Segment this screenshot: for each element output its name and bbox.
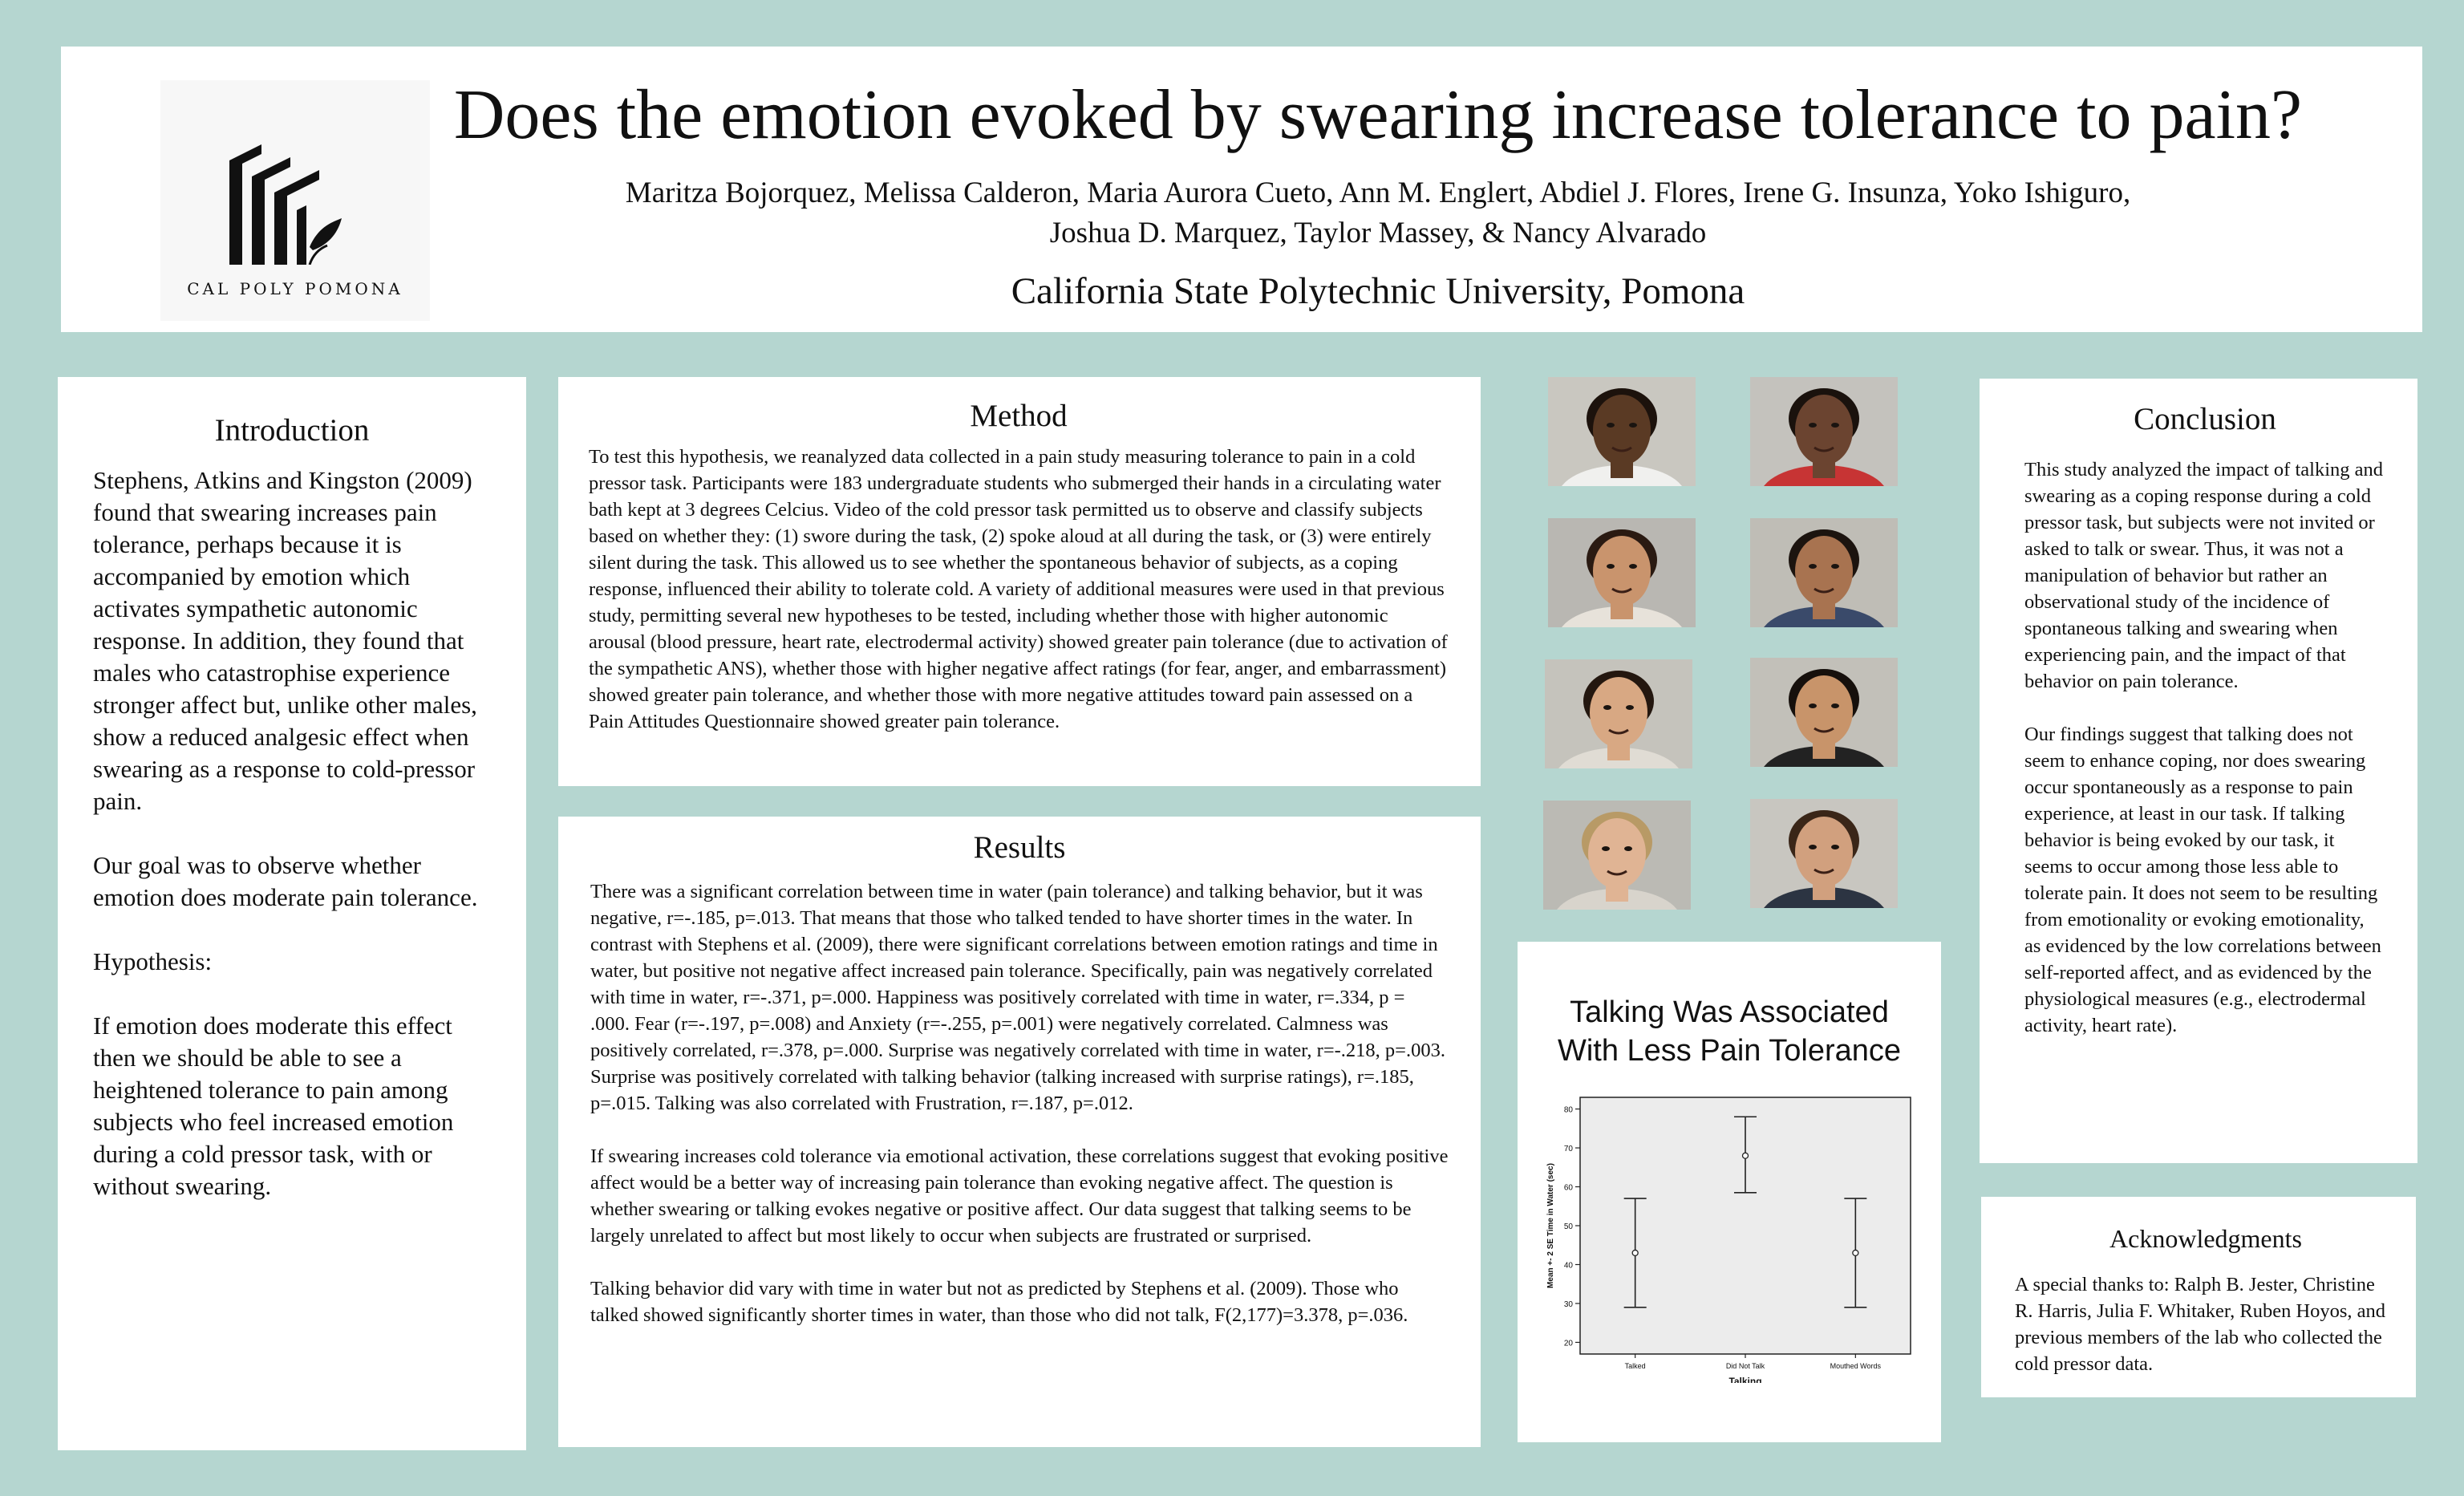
mean-point (1631, 1249, 1639, 1257)
chart-title-line-1: Talking Was Associated (1570, 995, 1889, 1029)
chart-panel: Talking Was Associated With Less Pain To… (1518, 942, 1941, 1442)
method-panel: Method To test this hypothesis, we reana… (558, 377, 1481, 786)
introduction-paragraph: Hypothesis: (93, 947, 213, 975)
conclusion-paragraph: Our findings suggest that talking does n… (2024, 724, 2381, 1036)
authors: Maritza Bojorquez, Melissa Calderon, Mar… (462, 173, 2294, 253)
conclusion-paragraph: This study analyzed the impact of talkin… (2024, 459, 2384, 692)
y-tick-label: 80 (1564, 1106, 1574, 1115)
university-logo: CAL POLY POMONA (160, 80, 430, 321)
header-panel: CAL POLY POMONA Does the emotion evoked … (61, 47, 2422, 332)
face-photo-icon (1543, 801, 1691, 910)
results-paragraph: If swearing increases cold tolerance via… (590, 1145, 1449, 1247)
results-paragraph: There was a significant correlation betw… (590, 881, 1446, 1114)
face-photo-icon (1750, 518, 1898, 627)
method-title: Method (970, 399, 1068, 433)
poster-title: Does the emotion evoked by swearing incr… (453, 76, 2303, 154)
participant-photo (1543, 801, 1691, 910)
y-tick-label: 50 (1564, 1222, 1574, 1231)
x-tick-label: Talked (1625, 1362, 1646, 1370)
face-photo-icon (1750, 658, 1898, 767)
chart-title-line-2: With Less Pain Tolerance (1557, 1034, 1902, 1068)
conclusion-title: Conclusion (2134, 402, 2276, 436)
introduction-panel: Introduction Stephens, Atkins and Kingst… (58, 377, 526, 1450)
y-tick-label: 60 (1564, 1184, 1574, 1193)
logo-icon (229, 144, 342, 265)
results-title: Results (973, 830, 1066, 865)
y-tick-label: 30 (1564, 1300, 1574, 1309)
chart-title: Talking Was Associated With Less Pain To… (1518, 993, 1941, 1070)
introduction-paragraph: If emotion does moderate this effect the… (93, 1012, 454, 1200)
x-tick-label: Mouthed Words (1830, 1362, 1882, 1370)
conclusion-body: This study analyzed the impact of talkin… (2024, 456, 2385, 1039)
mean-point (1741, 1152, 1749, 1159)
introduction-title: Introduction (214, 413, 370, 448)
y-tick-label: 40 (1564, 1261, 1574, 1270)
acknowledgments-body: A special thanks to: Ralph B. Jester, Ch… (2015, 1271, 2397, 1377)
y-tick-label: 70 (1564, 1145, 1574, 1153)
face-photo-icon (1750, 377, 1898, 486)
acknowledgments-title: Acknowledgments (2109, 1224, 2302, 1253)
results-paragraph: Talking behavior did vary with time in w… (590, 1278, 1408, 1326)
results-panel: Results There was a significant correlat… (558, 817, 1481, 1447)
error-bar-chart: 20 30 40 50 60 70 80 Talked Did Not Talk Mouthed … (1546, 1097, 1911, 1383)
mean-point (1852, 1249, 1859, 1257)
participant-photo (1750, 518, 1898, 627)
authors-line-1: Maritza Bojorquez, Melissa Calderon, Mar… (625, 176, 2131, 209)
participant-photo (1750, 377, 1898, 486)
face-photo-icon (1548, 377, 1696, 486)
acknowledgments-paragraph: A special thanks to: Ralph B. Jester, Ch… (2015, 1274, 2386, 1375)
face-photo-icon (1750, 799, 1898, 908)
y-tick-label: 20 (1564, 1339, 1574, 1348)
participant-photo (1750, 658, 1898, 767)
results-body: There was a significant correlation betw… (590, 878, 1449, 1328)
participant-photo (1548, 377, 1696, 486)
participant-photo (1750, 799, 1898, 908)
introduction-paragraph: Stephens, Atkins and Kingston (2009) fou… (93, 466, 477, 815)
method-paragraph: To test this hypothesis, we reanalyzed d… (589, 446, 1448, 732)
participant-photo (1548, 518, 1696, 627)
face-photo-icon (1545, 659, 1692, 768)
introduction-body: Stephens, Atkins and Kingston (2009) fou… (93, 464, 491, 1202)
introduction-paragraph: Our goal was to observe whether emotion … (93, 851, 478, 911)
x-tick-label: Did Not Talk (1726, 1362, 1765, 1370)
x-axis-label: Talking (1728, 1376, 1761, 1383)
authors-line-2: Joshua D. Marquez, Taylor Massey, & Nanc… (1049, 217, 1707, 249)
conclusion-panel: Conclusion This study analyzed the impac… (1980, 379, 2417, 1163)
participant-photo (1545, 659, 1692, 768)
method-body: To test this hypothesis, we reanalyzed d… (589, 444, 1449, 735)
affiliation: California State Polytechnic University,… (1011, 270, 1745, 312)
y-axis-label: Mean +- 2 SE Time in Water (sec) (1546, 1163, 1555, 1288)
acknowledgments-panel: Acknowledgments A special thanks to: Ral… (1981, 1197, 2416, 1397)
face-photo-icon (1548, 518, 1696, 627)
logo-text: CAL POLY POMONA (187, 279, 403, 298)
